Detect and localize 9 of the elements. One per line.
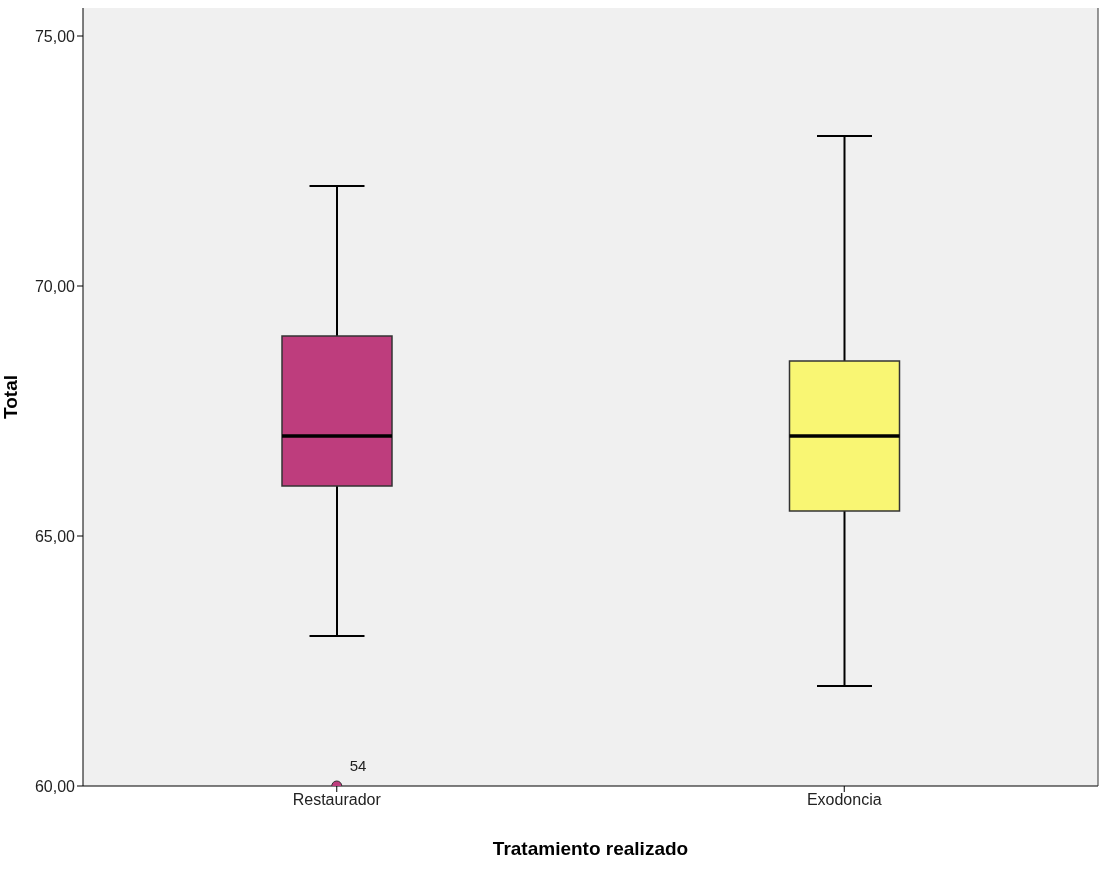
annotation: 54 bbox=[349, 757, 367, 774]
y-tick-label: 65,00 bbox=[34, 527, 76, 545]
x-tick-label: Restaurador bbox=[292, 791, 382, 809]
y-tick-label: 75,00 bbox=[34, 27, 76, 45]
y-tick-label: 60,00 bbox=[34, 777, 76, 795]
x-axis-title: Tratamiento realizado bbox=[492, 838, 689, 859]
y-tick-label: 70,00 bbox=[34, 277, 76, 295]
x-tick-label: Exodoncia bbox=[806, 791, 882, 809]
y-axis-title: Total bbox=[0, 375, 21, 419]
